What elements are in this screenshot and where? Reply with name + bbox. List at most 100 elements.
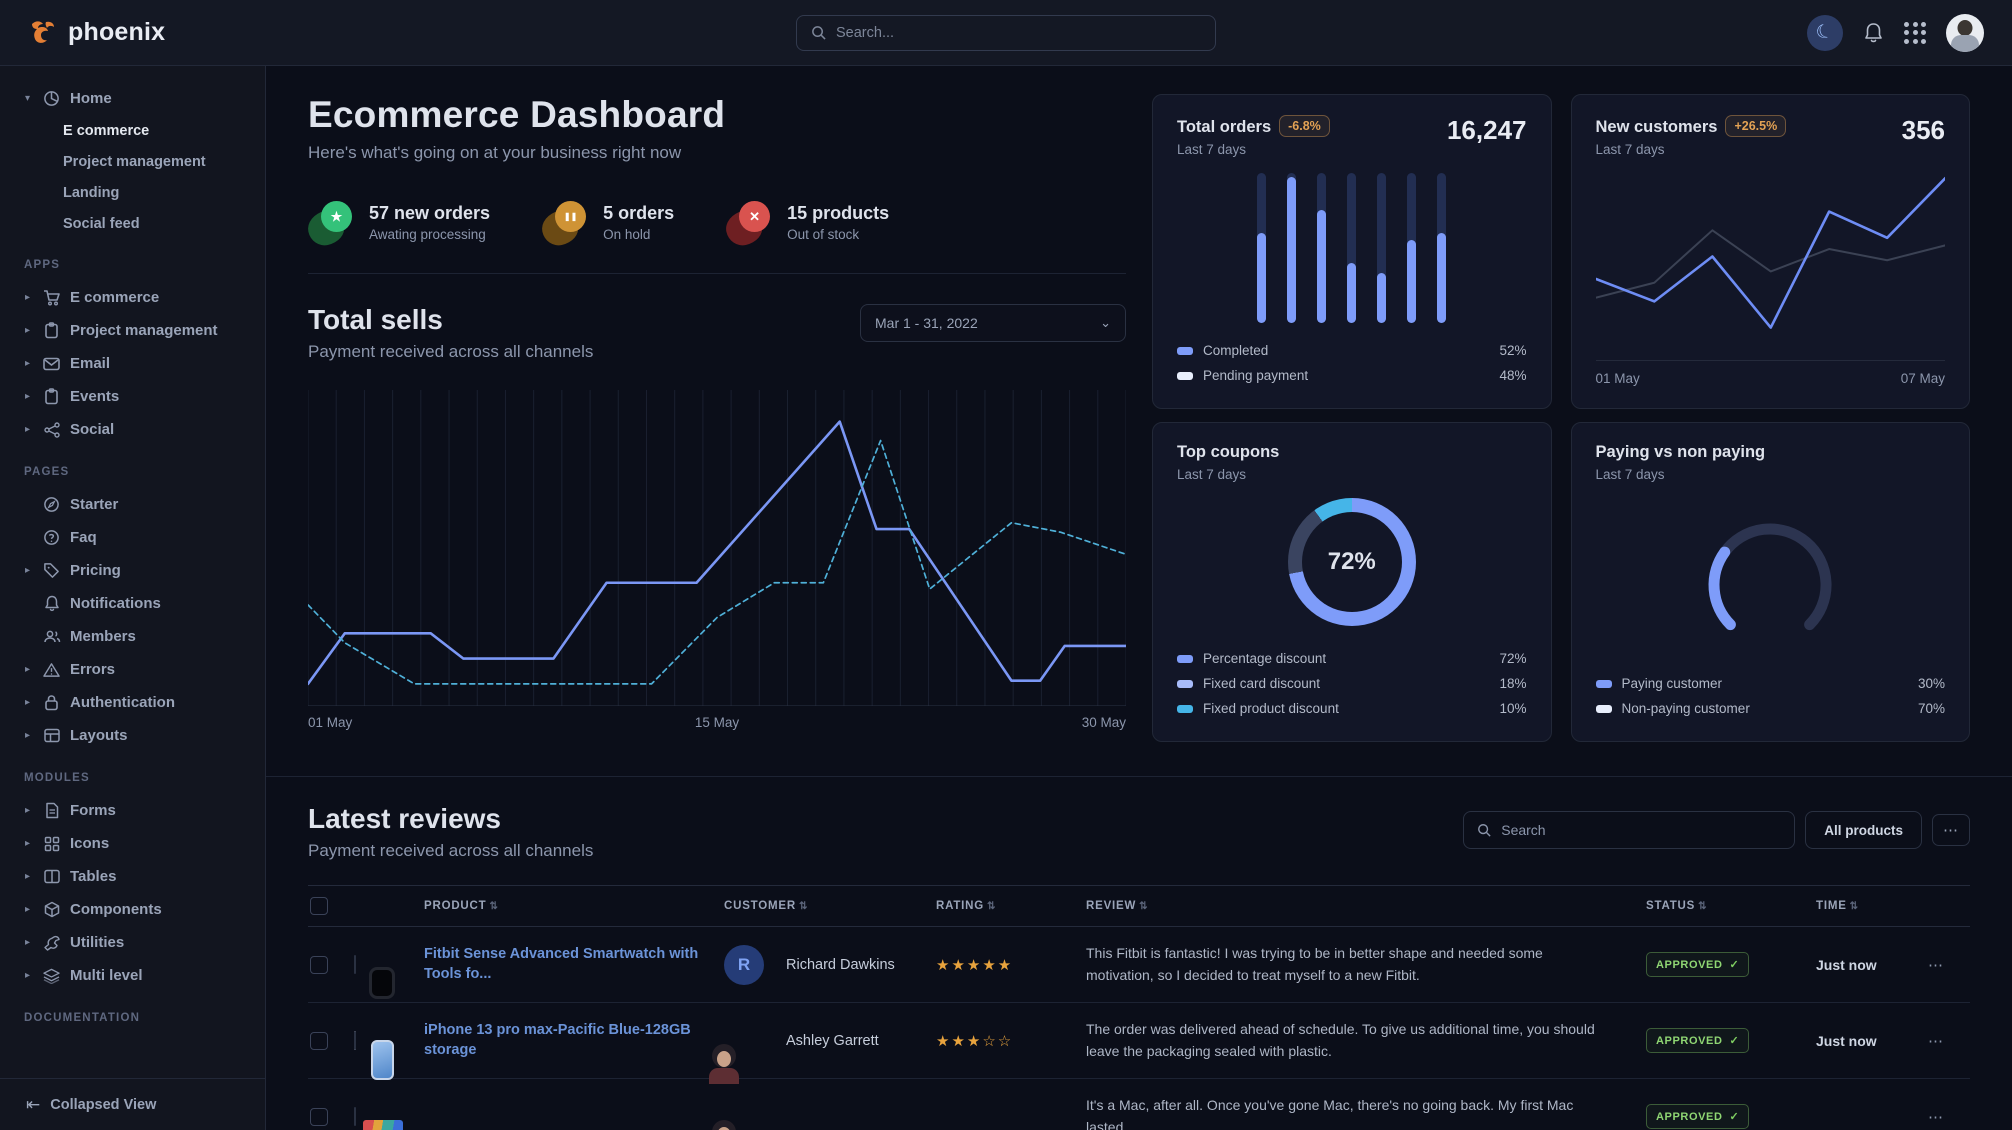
row-checkbox[interactable] — [310, 1107, 328, 1126]
card-title: Total orders — [1177, 118, 1272, 136]
sidebar-item-notifications[interactable]: Notifications — [22, 587, 243, 620]
table-row: iPhone 13 pro max-Pacific Blue-128GB sto… — [308, 1003, 1970, 1084]
chevron-down-icon: ⌄ — [1100, 315, 1111, 330]
customer-avatar[interactable]: R — [724, 944, 764, 985]
sidebar-item-faq[interactable]: Faq — [22, 521, 243, 554]
cart-icon — [42, 289, 61, 306]
sidebar-item-email[interactable]: ▸ Email — [22, 347, 243, 380]
box-icon — [42, 901, 61, 918]
sidebar-subitem-e-commerce[interactable]: E commerce — [22, 115, 243, 146]
sidebar-item-tables[interactable]: ▸ Tables — [22, 860, 243, 893]
caret-right-icon: ▸ — [24, 358, 31, 369]
caret-right-icon: ▸ — [24, 424, 31, 435]
page-subtitle: Here's what's going on at your business … — [308, 143, 682, 162]
order-bar — [1437, 172, 1447, 323]
global-search-input[interactable] — [836, 24, 1201, 41]
sidebar-item-authentication[interactable]: ▸ Authentication — [22, 686, 243, 719]
sidebar-item-icons[interactable]: ▸ Icons — [22, 827, 243, 860]
status-badge: APPROVED ✓ — [1646, 1028, 1750, 1053]
legend-label: Completed — [1203, 343, 1269, 358]
sidebar-item-home[interactable]: ▾ Home — [22, 82, 243, 115]
row-checkbox[interactable] — [310, 1031, 328, 1050]
legend-label: Pending payment — [1203, 368, 1309, 383]
row-checkbox[interactable] — [310, 955, 328, 974]
sidebar-item-errors[interactable]: ▸ Errors — [22, 653, 243, 686]
sidebar-item-project-management[interactable]: ▸ Project management — [22, 314, 243, 347]
caret-right-icon: ▸ — [24, 937, 31, 948]
col-status[interactable]: STATUS ⇅ — [1646, 900, 1708, 912]
brand-logo[interactable]: phoenix — [28, 18, 165, 48]
legend-value: 10% — [1499, 701, 1527, 716]
product-link[interactable]: iPhone 13 pro max-Pacific Blue-128GB sto… — [424, 1021, 691, 1058]
theme-toggle-button[interactable]: ☾ — [1807, 14, 1843, 51]
product-link[interactable]: Fitbit Sense Advanced Smartwatch with To… — [424, 945, 699, 982]
sidebar-item-forms[interactable]: ▸ Forms — [22, 794, 243, 827]
col-time[interactable]: TIME ⇅ — [1816, 900, 1859, 912]
sidebar-item-label: Pricing — [70, 562, 121, 579]
select-all-checkbox[interactable] — [310, 897, 328, 915]
x-axis-label: 01 May — [308, 715, 353, 730]
orders-bar-chart — [1177, 157, 1527, 338]
row-actions-button[interactable]: ⋯ — [1928, 1108, 1944, 1126]
col-review[interactable]: REVIEW ⇅ — [1086, 900, 1149, 912]
collapse-sidebar-button[interactable]: ⇤ Collapsed View — [0, 1078, 265, 1130]
caret-right-icon: ▸ — [24, 325, 31, 336]
reviews-search-input[interactable] — [1501, 822, 1782, 838]
all-products-button[interactable]: All products — [1805, 811, 1922, 849]
grid-icon — [1904, 21, 1926, 44]
collapse-label: Collapsed View — [50, 1096, 157, 1113]
col-rating[interactable]: RATING ⇅ — [936, 900, 997, 912]
sidebar-item-e-commerce[interactable]: ▸ E commerce — [22, 281, 243, 314]
sidebar-item-label: Faq — [70, 529, 97, 546]
paying-card: Paying vs non paying Last 7 days Paying … — [1570, 422, 1970, 742]
sidebar-item-components[interactable]: ▸ Components — [22, 893, 243, 926]
date-range-select[interactable]: Mar 1 - 31, 2022 ⌄ — [860, 304, 1126, 342]
sidebar-subitem-project-management[interactable]: Project management — [22, 146, 243, 177]
x-axis-label: 01 May — [1595, 371, 1640, 386]
order-bar — [1377, 172, 1387, 323]
check-icon: ✓ — [1729, 1035, 1740, 1047]
sidebar-item-multi-level[interactable]: ▸ Multi level — [22, 959, 243, 992]
global-search[interactable] — [796, 14, 1216, 51]
product-image-phone[interactable] — [354, 1030, 394, 1080]
legend-label: Paying customer — [1621, 676, 1723, 691]
sidebar-item-social[interactable]: ▸ Social — [22, 413, 243, 446]
caret-right-icon: ▸ — [24, 970, 31, 981]
customer-name: Ashley Garrett — [786, 1032, 879, 1049]
product-image-watch[interactable] — [354, 954, 395, 999]
sidebar-item-starter[interactable]: Starter — [22, 488, 243, 521]
legend-row: Percentage discount 72% — [1177, 646, 1527, 671]
caret-right-icon: ▸ — [24, 805, 31, 816]
notifications-button[interactable] — [1863, 22, 1884, 44]
customers-x-axis: 01 May 07 May — [1595, 360, 1945, 388]
row-actions-button[interactable]: ⋯ — [1928, 1032, 1944, 1050]
sidebar-item-utilities[interactable]: ▸ Utilities — [22, 926, 243, 959]
new-customers-value: 356 — [1901, 115, 1945, 145]
reviews-search[interactable] — [1463, 811, 1796, 849]
main-content: Ecommerce Dashboard Here's what's going … — [266, 66, 2012, 1130]
reviews-more-button[interactable]: ⋯ — [1932, 814, 1970, 846]
sidebar-item-members[interactable]: Members — [22, 620, 243, 653]
tag-icon — [42, 562, 61, 579]
card-subtitle: Last 7 days — [1177, 467, 1247, 482]
status-badge: APPROVED ✓ — [1646, 1104, 1750, 1129]
sidebar-section-label: PAGES — [24, 466, 70, 478]
sidebar-item-layouts[interactable]: ▸ Layouts — [22, 719, 243, 752]
star-icon: ★ — [304, 199, 354, 249]
caret-right-icon: ▸ — [24, 292, 31, 303]
stat-value: 57 new orders — [369, 202, 491, 223]
user-avatar[interactable] — [1946, 13, 1984, 52]
sidebar-subitem-landing[interactable]: Landing — [22, 177, 243, 208]
caret-right-icon: ▸ — [24, 697, 31, 708]
row-actions-button[interactable]: ⋯ — [1928, 956, 1944, 974]
sidebar-subitem-social-feed[interactable]: Social feed — [22, 208, 243, 239]
envelope-icon — [42, 357, 61, 371]
col-customer[interactable]: CUSTOMER ⇅ — [724, 900, 809, 912]
sidebar-item-events[interactable]: ▸ Events — [22, 380, 243, 413]
card-title: Paying vs non paying — [1595, 443, 1766, 461]
apps-menu-button[interactable] — [1904, 21, 1926, 44]
product-image-laptop[interactable] — [354, 1106, 403, 1130]
col-product[interactable]: PRODUCT ⇅ — [424, 900, 499, 912]
sidebar-item-pricing[interactable]: ▸ Pricing — [22, 554, 243, 587]
card-subtitle: Last 7 days — [1595, 467, 1665, 482]
